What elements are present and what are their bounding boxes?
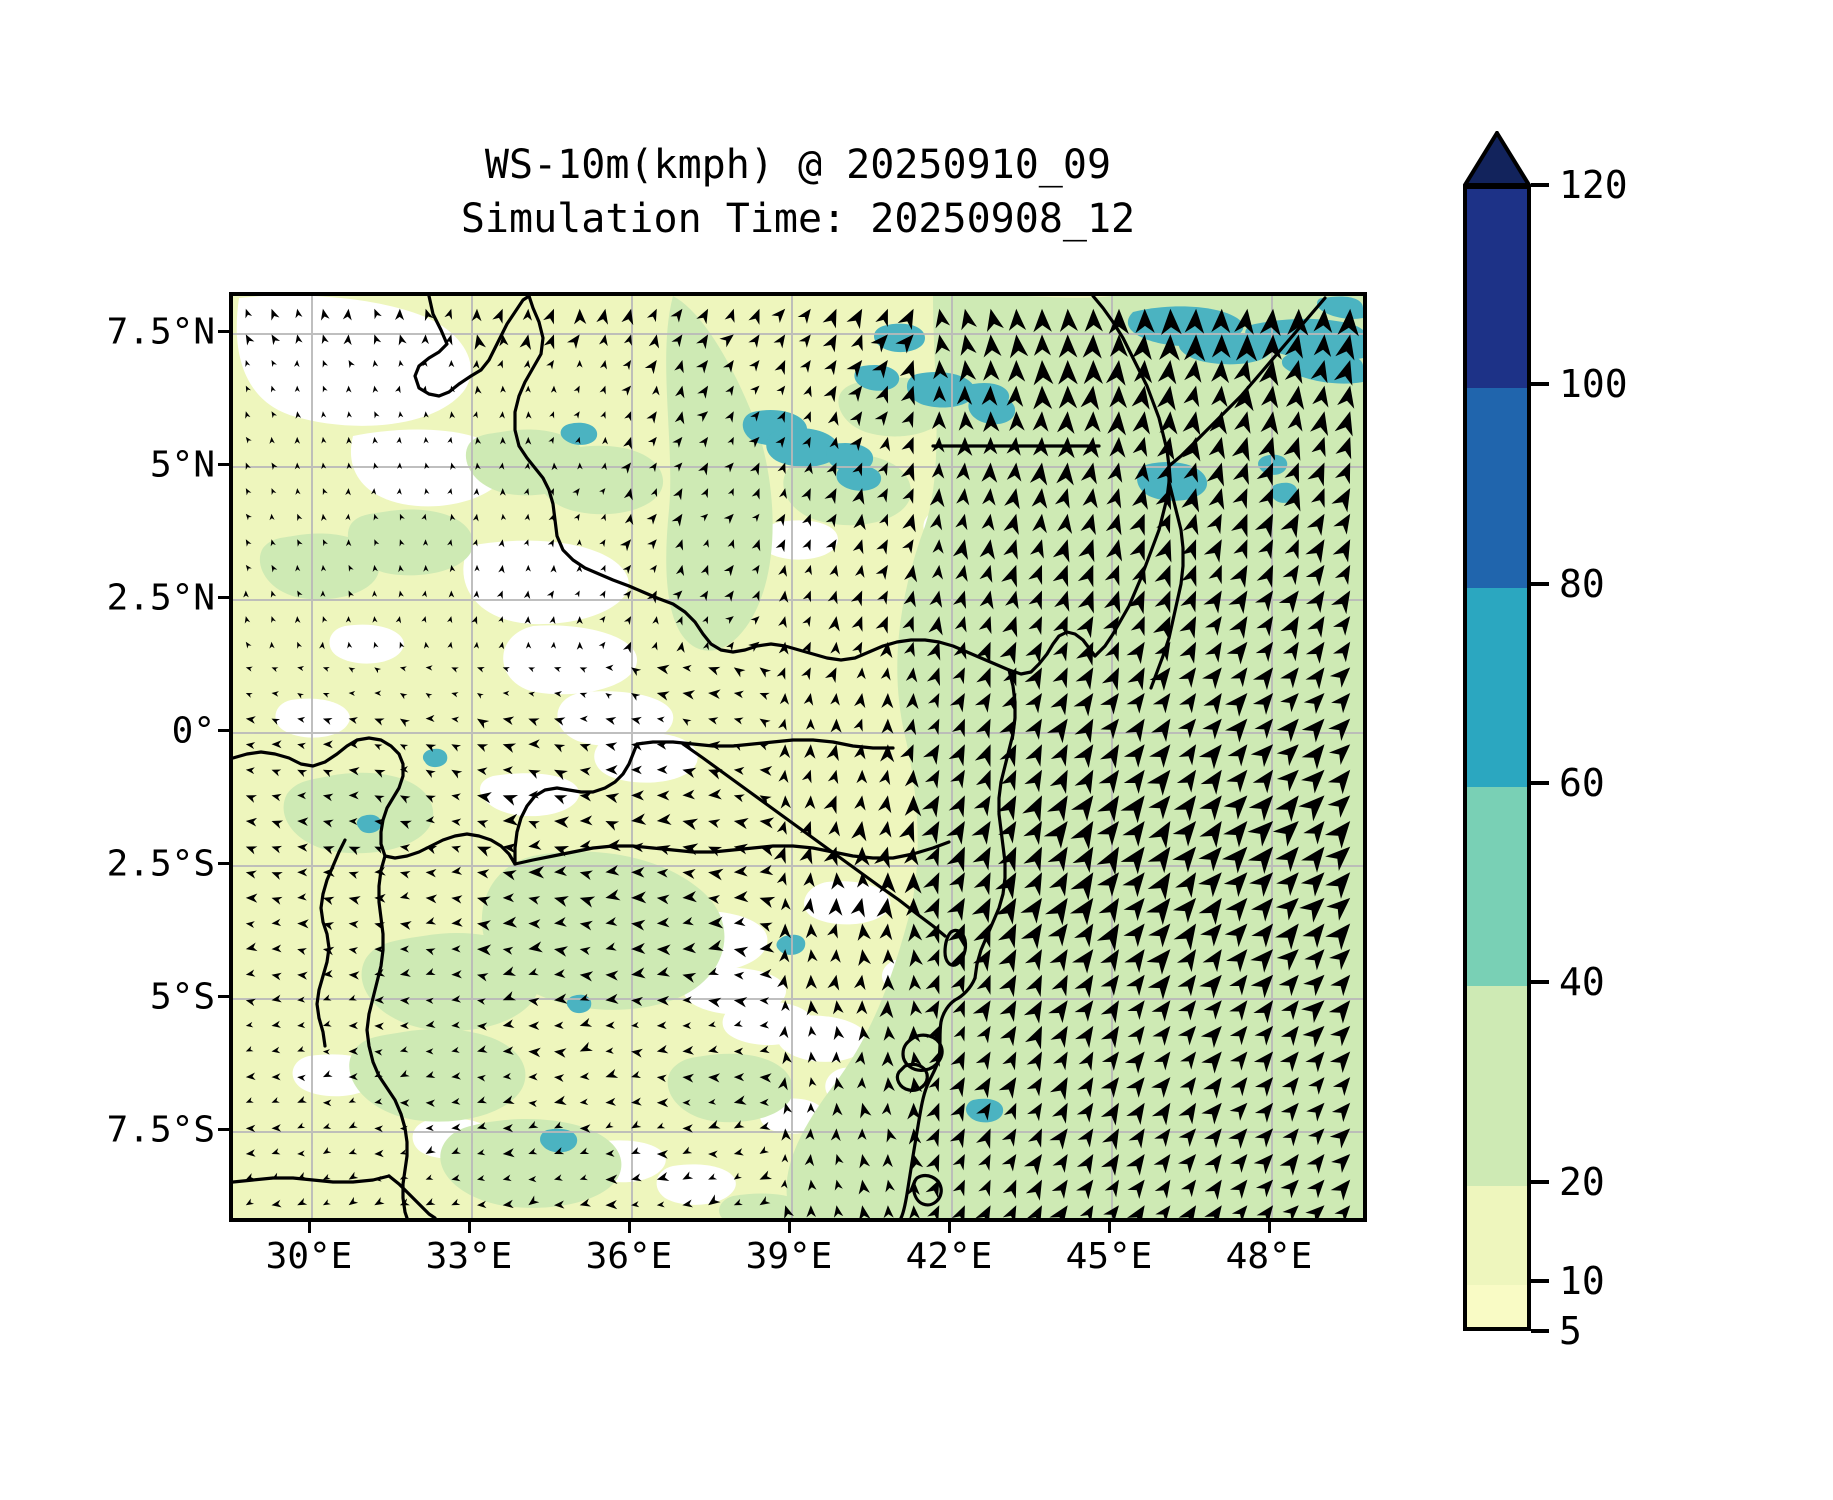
ytick-label-5N: 5°N xyxy=(149,444,215,486)
ytick-label-2_5N: 2.5°N xyxy=(106,577,215,619)
ytick-label-7_5N: 7.5°N xyxy=(106,311,215,353)
colorbar-band-20-40 xyxy=(1467,986,1527,1186)
xtick-mark-42E xyxy=(948,1222,951,1233)
chart-title-block: WS-10m(kmph) @ 20250910_09 Simulation Ti… xyxy=(229,138,1367,246)
colorbar-tick-5 xyxy=(1531,1329,1549,1333)
xtick-mark-36E xyxy=(628,1222,631,1233)
ytick-label-0: 0° xyxy=(171,710,215,752)
colorbar-extend-max-arrow xyxy=(1463,131,1531,187)
colorbar-band-5-10 xyxy=(1467,1285,1527,1327)
colorbar-label-10: 10 xyxy=(1559,1259,1605,1304)
colorbar-label-20: 20 xyxy=(1559,1159,1605,1204)
colorbar-band-10-20 xyxy=(1467,1185,1527,1286)
ytick-label-2_5S: 2.5°S xyxy=(106,843,215,885)
colorbar[interactable]: 5 10 20 40 60 80 100 120 xyxy=(1463,131,1628,1353)
map-clip xyxy=(233,296,1363,1218)
ytick-mark-5S xyxy=(218,995,229,998)
ytick-mark-7_5N xyxy=(218,330,229,333)
colorbar-label-100: 100 xyxy=(1559,362,1628,407)
colorbar-tick-100 xyxy=(1531,382,1549,387)
chart-title-line-2: Simulation Time: 20250908_12 xyxy=(460,196,1136,242)
colorbar-label-60: 60 xyxy=(1559,760,1605,805)
ytick-mark-2_5S xyxy=(218,862,229,865)
colorbar-tick-40 xyxy=(1531,980,1549,985)
colorbar-tick-60 xyxy=(1531,780,1549,785)
ytick-mark-2_5N xyxy=(218,596,229,599)
map-svg xyxy=(233,296,1363,1218)
colorbar-label-40: 40 xyxy=(1559,960,1605,1005)
map-plot-area[interactable] xyxy=(229,292,1367,1222)
ytick-mark-0 xyxy=(218,729,229,732)
colorbar-band-40-60 xyxy=(1467,786,1527,987)
ytick-mark-5N xyxy=(218,463,229,466)
colorbar-gradient xyxy=(1463,185,1531,1331)
colorbar-label-5: 5 xyxy=(1559,1309,1582,1353)
xtick-mark-30E xyxy=(308,1222,311,1233)
xtick-mark-33E xyxy=(468,1222,471,1233)
xtick-label-39E: 39°E xyxy=(745,1236,833,1277)
xtick-label-45E: 45°E xyxy=(1065,1236,1153,1277)
xtick-mark-48E xyxy=(1268,1222,1271,1233)
xtick-label-30E: 30°E xyxy=(265,1236,353,1277)
chart-title-line-1: WS-10m(kmph) @ 20250910_09 xyxy=(484,142,1112,188)
xtick-label-48E: 48°E xyxy=(1225,1236,1313,1277)
colorbar-tick-20 xyxy=(1531,1179,1549,1184)
colorbar-band-100-120 xyxy=(1467,189,1527,389)
colorbar-tick-80 xyxy=(1531,581,1549,586)
xtick-label-36E: 36°E xyxy=(585,1236,673,1277)
xtick-label-33E: 33°E xyxy=(425,1236,513,1277)
xtick-mark-45E xyxy=(1108,1222,1111,1233)
colorbar-tick-120 xyxy=(1531,183,1549,187)
colorbar-tick-10 xyxy=(1531,1279,1549,1284)
colorbar-band-80-100 xyxy=(1467,388,1527,588)
colorbar-label-120: 120 xyxy=(1559,163,1628,207)
ytick-label-5S: 5°S xyxy=(149,976,215,1018)
xtick-mark-39E xyxy=(788,1222,791,1233)
colorbar-label-80: 80 xyxy=(1559,561,1605,606)
ytick-label-7_5S: 7.5°S xyxy=(106,1109,215,1151)
xtick-label-42E: 42°E xyxy=(905,1236,993,1277)
ytick-mark-7_5S xyxy=(218,1128,229,1131)
colorbar-band-60-80 xyxy=(1467,587,1527,787)
